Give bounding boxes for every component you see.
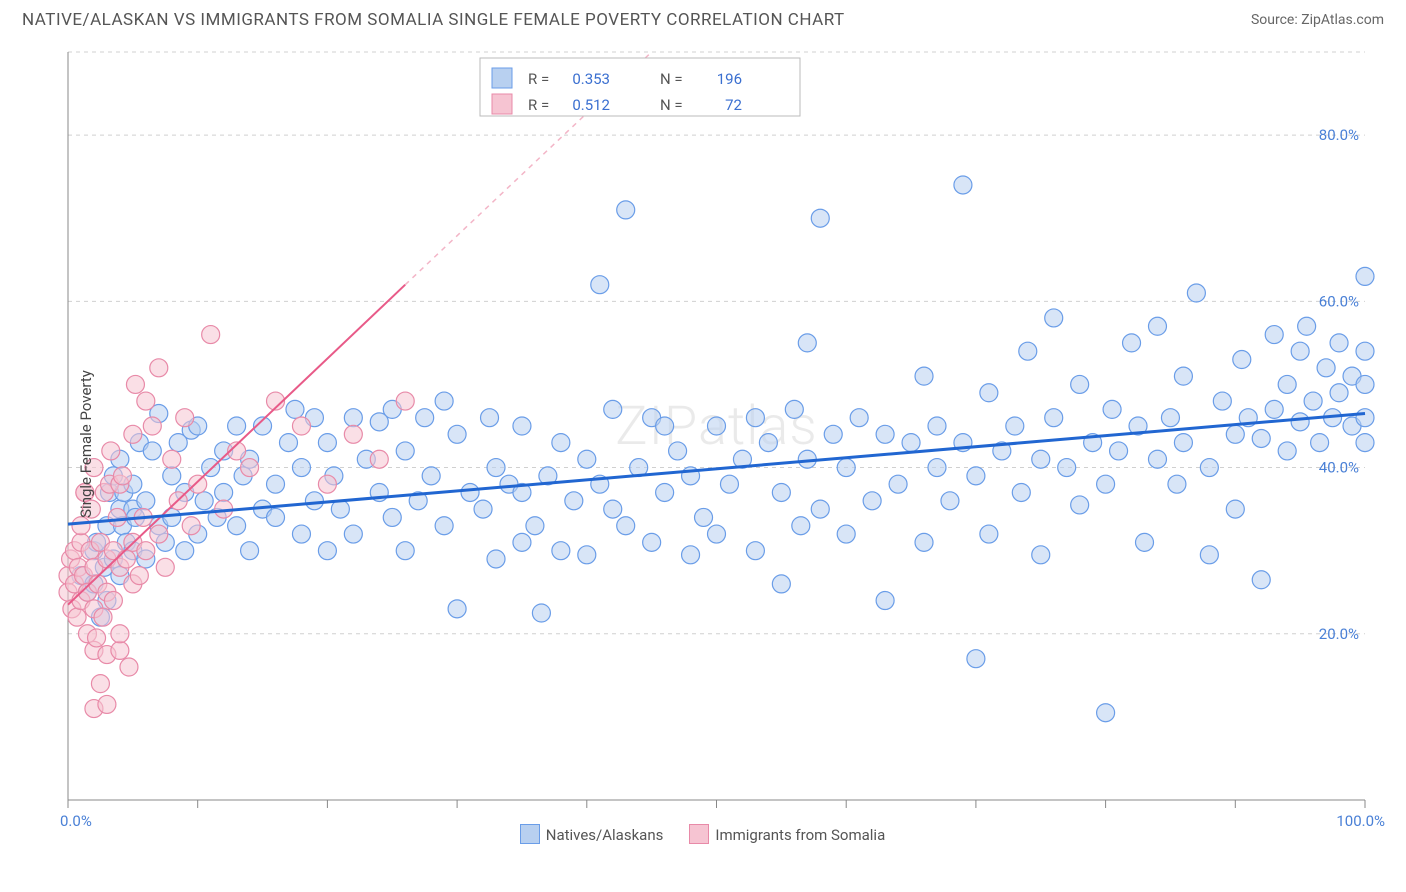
svg-text:196: 196 bbox=[717, 70, 742, 88]
svg-text:R =: R = bbox=[528, 70, 549, 88]
source-link[interactable]: ZipAtlas.com bbox=[1301, 12, 1384, 28]
y-axis-title: Single Female Poverty bbox=[77, 370, 95, 518]
svg-text:N =: N = bbox=[660, 70, 683, 88]
svg-text:40.0%: 40.0% bbox=[1319, 459, 1359, 477]
legend-label-somalia: Immigrants from Somalia bbox=[715, 826, 885, 844]
svg-text:0.512: 0.512 bbox=[572, 96, 610, 114]
svg-text:20.0%: 20.0% bbox=[1319, 625, 1359, 643]
svg-text:R =: R = bbox=[528, 96, 549, 114]
legend-label-natives: Natives/Alaskans bbox=[546, 826, 664, 844]
source-attr: Source: ZipAtlas.com bbox=[1251, 12, 1384, 28]
chart-container: Single Female Poverty 20.0%40.0%60.0%80.… bbox=[20, 44, 1385, 844]
svg-text:72: 72 bbox=[725, 96, 742, 114]
chart-title: NATIVE/ALASKAN VS IMMIGRANTS FROM SOMALI… bbox=[22, 10, 845, 30]
svg-text:80.0%: 80.0% bbox=[1319, 126, 1359, 144]
legend-item-somalia: Immigrants from Somalia bbox=[689, 824, 885, 844]
swatch-pink bbox=[689, 824, 709, 844]
svg-text:0.353: 0.353 bbox=[572, 70, 610, 88]
series-legend: Natives/Alaskans Immigrants from Somalia bbox=[20, 824, 1385, 844]
legend-item-natives: Natives/Alaskans bbox=[520, 824, 664, 844]
svg-text:N =: N = bbox=[660, 96, 683, 114]
correlation-scatter-chart: 20.0%40.0%60.0%80.0%ZIPatlasR =0.353N =1… bbox=[20, 44, 1385, 844]
swatch-blue bbox=[520, 824, 540, 844]
svg-text:60.0%: 60.0% bbox=[1319, 292, 1359, 310]
source-prefix: Source: bbox=[1251, 12, 1301, 28]
